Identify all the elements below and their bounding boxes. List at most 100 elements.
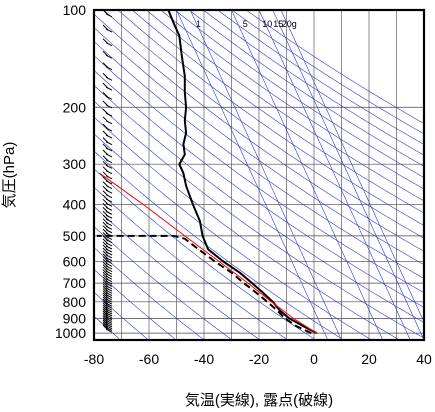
dry-adiabat-line (94, 206, 261, 340)
wind-barb-flag (102, 225, 109, 232)
y-tick-label: 800 (63, 294, 87, 310)
y-tick-label: 400 (63, 197, 87, 213)
dry-adiabat-line (245, 10, 424, 124)
dry-adiabat-line (146, 10, 424, 202)
wind-barb-flag (102, 264, 109, 270)
wind-barb-flag (102, 323, 109, 329)
x-tick-label: -40 (194, 351, 214, 367)
x-tick-label: -60 (139, 351, 159, 367)
wind-barb-flag (102, 250, 109, 257)
wind-barb-flag (102, 171, 109, 178)
dry-adiabat-line (94, 40, 424, 279)
mixing-ratio-line (258, 10, 411, 340)
y-tick-label: 900 (63, 310, 87, 326)
wind-barb-flag (102, 62, 109, 69)
x-tick-label: 40 (416, 351, 432, 367)
x-axis-label: 気温(実線), 露点(破線) (185, 392, 333, 409)
dry-adiabat-line (160, 10, 424, 190)
wind-barb-flag (102, 300, 109, 307)
mixing-ratio-label: 5 (243, 19, 248, 29)
dry-adiabat-line (94, 27, 424, 266)
wind-barb-flag (102, 228, 109, 235)
y-tick-label: 200 (63, 99, 87, 115)
dry-adiabat-line (217, 10, 424, 145)
y-tick-label: 300 (63, 156, 87, 172)
dry-adiabat-line (94, 226, 233, 340)
wind-barb-flag (102, 143, 109, 150)
wind-barb-flag (102, 258, 109, 265)
wind-barb-flag (102, 317, 109, 324)
parcel-line (99, 172, 318, 334)
wind-barb-flag (102, 271, 109, 278)
mixing-ratio-label: 20g (282, 19, 297, 29)
mixing-ratio-label: 1 (196, 19, 201, 29)
wind-barb-flag (102, 160, 109, 167)
x-tick-label: -80 (84, 351, 104, 367)
wind-barb-flag (102, 198, 109, 205)
wind-barb-flag (102, 319, 109, 326)
wind-barb-flag (102, 176, 109, 183)
dry-adiabat-line (94, 55, 424, 294)
wind-barb-flag (102, 324, 109, 331)
wind-barb-flag (102, 312, 109, 319)
wind-barb-flag (102, 244, 109, 251)
wind-barb-flag (102, 283, 109, 290)
wind-barb-flag (102, 292, 109, 299)
wind-barb-flag (102, 155, 109, 162)
wind-barb-flag (102, 72, 109, 79)
wind-barb-flag (102, 288, 109, 294)
dry-adiabat-line (94, 268, 177, 340)
wind-barb-flag (102, 302, 109, 309)
wind-barb-flag (102, 304, 109, 311)
plot-frame (92, 8, 426, 342)
dry-adiabat-line (94, 247, 205, 340)
wind-barb-flag (102, 108, 109, 115)
wind-barb-flag (102, 116, 109, 123)
dry-adiabat-line (132, 10, 424, 214)
y-tick-label: 100 (63, 2, 87, 18)
dry-adiabat-line (94, 100, 424, 339)
wind-barb-flag (102, 207, 109, 213)
wind-barb-flag (102, 274, 109, 281)
x-tick-labels: -80 -60 -40 -20 0 20 40 (84, 351, 432, 367)
wind-barb-flag (102, 241, 109, 248)
mixing-ratio-line (280, 10, 424, 323)
mixing-ratio-line (189, 10, 342, 340)
x-tick-label: -20 (249, 351, 269, 367)
y-axis-label: 気圧(hPa) (1, 142, 18, 209)
wind-barb-flag (102, 185, 109, 192)
wind-barb-flag (102, 91, 109, 98)
x-tick-label: 0 (310, 351, 318, 367)
wind-barb-flag (102, 100, 109, 107)
mixing-ratio-line (176, 10, 329, 340)
wind-barb-flag (102, 50, 109, 57)
wind-barb-flag (102, 296, 109, 303)
wind-barb-flag (102, 253, 109, 260)
dry-adiabat-line (231, 10, 424, 135)
series-lines (96, 10, 318, 335)
wind-barb-flag (102, 203, 109, 209)
wind-barb-flag (102, 181, 109, 187)
wind-barb-flag (102, 214, 109, 221)
wind-barb-flag (102, 306, 109, 313)
dewpoint-line (96, 234, 312, 335)
mixing-ratio-line (231, 10, 384, 340)
wind-barb-flag (102, 285, 109, 292)
dry-adiabat-line (94, 186, 289, 340)
wind-barb-flag (102, 24, 109, 31)
wind-barb-flag (102, 130, 109, 137)
dry-adiabat-line (103, 10, 424, 239)
wind-barb-flag (102, 316, 109, 322)
wind-barb-flag (102, 261, 109, 268)
wind-barb-flag (102, 266, 109, 273)
dry-adiabat-line (174, 10, 424, 178)
wind-barb-flag (102, 290, 109, 297)
wind-barb-flag (102, 294, 109, 301)
wind-barbs (102, 10, 113, 333)
wind-barb-flag (102, 218, 109, 225)
wind-barb-flag (102, 298, 109, 305)
wind-barb-flag (102, 123, 109, 130)
y-tick-label: 500 (63, 228, 87, 244)
